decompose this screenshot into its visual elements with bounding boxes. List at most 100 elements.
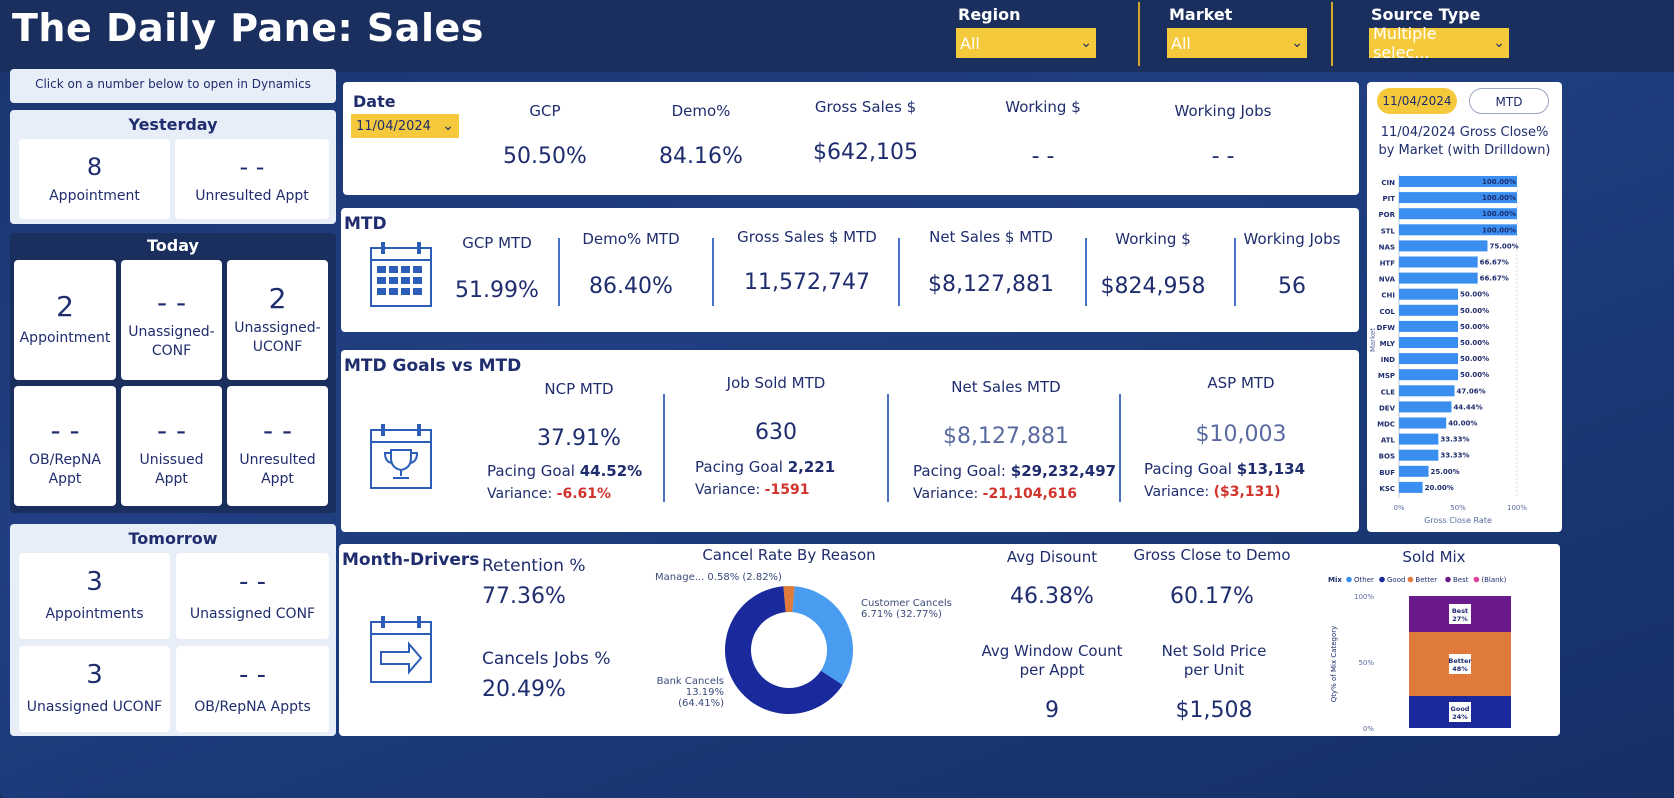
market-filter[interactable]: All ⌄ [1167,28,1307,58]
ncp-mtd-value[interactable]: 37.91% [537,426,621,451]
donut-label-customer: Customer Cancels 6.71% (32.77%) [861,598,952,620]
data-label: 50.00% [1460,291,1489,299]
region-filter-value: All [960,33,980,53]
data-label: 40.00% [1448,420,1477,428]
demo-mtd-value[interactable]: 86.40% [589,274,673,299]
bar[interactable] [1399,304,1458,316]
mtd-toggle-button[interactable]: MTD [1469,88,1549,114]
data-label-box [1449,604,1471,624]
yesterday-appointment-tile[interactable]: 8 Appointment [19,139,170,219]
y-tick-label: STL [1381,227,1396,235]
working-jobs-mtd-value[interactable]: 56 [1278,274,1306,299]
net-sold-value[interactable]: $1,508 [1175,698,1253,723]
variance-value: ($3,131) [1213,484,1281,500]
net-sales-pacing: Pacing Goal: $29,232,497 [913,462,1116,480]
today-ob-repna-tile[interactable]: - - OB/RepNA Appt [14,386,116,506]
bar[interactable] [1399,224,1517,236]
avg-window-value[interactable]: 9 [1045,698,1059,723]
legend-marker [1473,576,1480,583]
bar[interactable] [1399,256,1478,268]
bar[interactable] [1399,208,1517,220]
date-toggle-button[interactable]: 11/04/2024 [1377,88,1457,114]
today-appointment-tile[interactable]: 2 Appointment [14,260,116,380]
gross-sales-mtd-value[interactable]: 11,572,747 [744,270,870,295]
data-label-name: Good [1451,705,1470,713]
cancels-value[interactable]: 20.49% [482,677,566,702]
data-label: 44.44% [1453,403,1482,411]
y-tick-label: NAS [1379,243,1395,251]
net-sales-mtd-value[interactable]: $8,127,881 [928,272,1054,297]
bar[interactable] [1399,288,1458,300]
date-picker[interactable]: 11/04/2024 ⌄ [351,114,459,138]
gcp-mtd-value[interactable]: 51.99% [455,278,539,303]
market-bar-chart[interactable]: CIN 100.00% PIT 100.00% POR 100.00% STL 100.00%… [1367,170,1562,528]
goals-card: MTD Goals vs MTD NCP MTD 37.91% Pacing G… [341,350,1359,532]
tile-value: - - [156,286,187,319]
data-label: 50.00% [1460,355,1489,363]
ncp-variance: Variance: -6.61% [487,486,611,502]
source-type-filter-value: Multiple selec... [1373,24,1437,62]
net-sales-variance: Variance: -21,104,616 [913,486,1077,502]
bar[interactable] [1399,240,1488,252]
today-unassigned-uconf-tile[interactable]: 2 Unassigned- UCONF [227,260,328,380]
bar[interactable] [1399,401,1452,413]
sold-mix-title: Sold Mix [1402,548,1466,566]
retention-value[interactable]: 77.36% [482,584,566,609]
bar[interactable] [1399,433,1439,445]
bar[interactable] [1399,192,1517,204]
sold-mix-chart[interactable]: Mix Other Good Better Best (Blank) 0% 50% 100% Qt… [1324,572,1544,734]
working-dollars-value[interactable]: - - [1031,144,1055,169]
gcp-value[interactable]: 50.50% [503,144,587,169]
bar[interactable] [1399,272,1478,284]
today-unresulted-tile[interactable]: - - Unresulted Appt [227,386,328,506]
today-unissued-tile[interactable]: - - Unissued Appt [121,386,222,506]
demo-value[interactable]: 84.16% [659,144,743,169]
divider [712,238,714,306]
tile-value: 8 [86,153,103,181]
bar[interactable] [1399,337,1458,348]
gross-sales-value[interactable]: $642,105 [813,140,918,165]
tomorrow-appointments-tile[interactable]: 3 Appointments [19,553,170,639]
bar[interactable] [1399,320,1458,332]
tile-value: - - [238,660,267,690]
bar[interactable] [1399,465,1429,477]
working-mtd-value[interactable]: $824,958 [1100,274,1206,299]
job-sold-pacing: Pacing Goal 2,221 [695,458,835,476]
tomorrow-ob-repna-tile[interactable]: - - OB/RepNA Appts [176,646,329,732]
working-jobs-value[interactable]: - - [1211,144,1235,169]
bar[interactable] [1399,353,1458,365]
bar[interactable] [1399,449,1439,461]
bank-cancels-slice[interactable] [725,586,843,714]
today-unassigned-conf-tile[interactable]: - - Unassigned- CONF [121,260,222,380]
net-sales-goal-value[interactable]: $8,127,881 [943,424,1069,449]
data-label: 75.00% [1490,242,1519,250]
asp-mtd-value[interactable]: $10,003 [1195,422,1287,447]
bar[interactable] [1399,176,1517,187]
customer-cancels-slice[interactable] [792,586,853,685]
source-type-filter[interactable]: Multiple selec... ⌄ [1369,24,1509,62]
avg-discount-value[interactable]: 46.38% [1010,584,1094,609]
tomorrow-unassigned-conf-tile[interactable]: - - Unassigned CONF [176,553,329,639]
divider [558,238,560,306]
pacing-label: Pacing Goal [695,458,783,476]
region-filter[interactable]: All ⌄ [956,28,1096,58]
pacing-value: $29,232,497 [1010,462,1117,480]
y-tick-label: ATL [1381,437,1396,445]
y-tick-label: PIT [1382,195,1395,203]
bar[interactable] [1399,385,1455,397]
tomorrow-unassigned-uconf-tile[interactable]: 3 Unassigned UCONF [19,646,170,732]
y-tick-label: IND [1381,356,1395,364]
gross-close-value[interactable]: 60.17% [1170,584,1254,609]
manage-slice[interactable] [783,586,795,613]
market-filter-value: All [1171,33,1191,53]
job-sold-mtd-value[interactable]: 630 [755,420,797,445]
cancel-rate-donut-chart[interactable] [719,580,859,720]
bar[interactable] [1399,481,1423,493]
y-tick-label: DFW [1377,324,1396,332]
legend-item: Other [1354,576,1374,584]
asp-pacing: Pacing Goal $13,134 [1144,460,1305,478]
bar[interactable] [1399,369,1458,381]
bar[interactable] [1399,417,1447,429]
tile-label-line1: Unassigned- [234,320,321,336]
yesterday-unresulted-tile[interactable]: - - Unresulted Appt [175,139,329,219]
